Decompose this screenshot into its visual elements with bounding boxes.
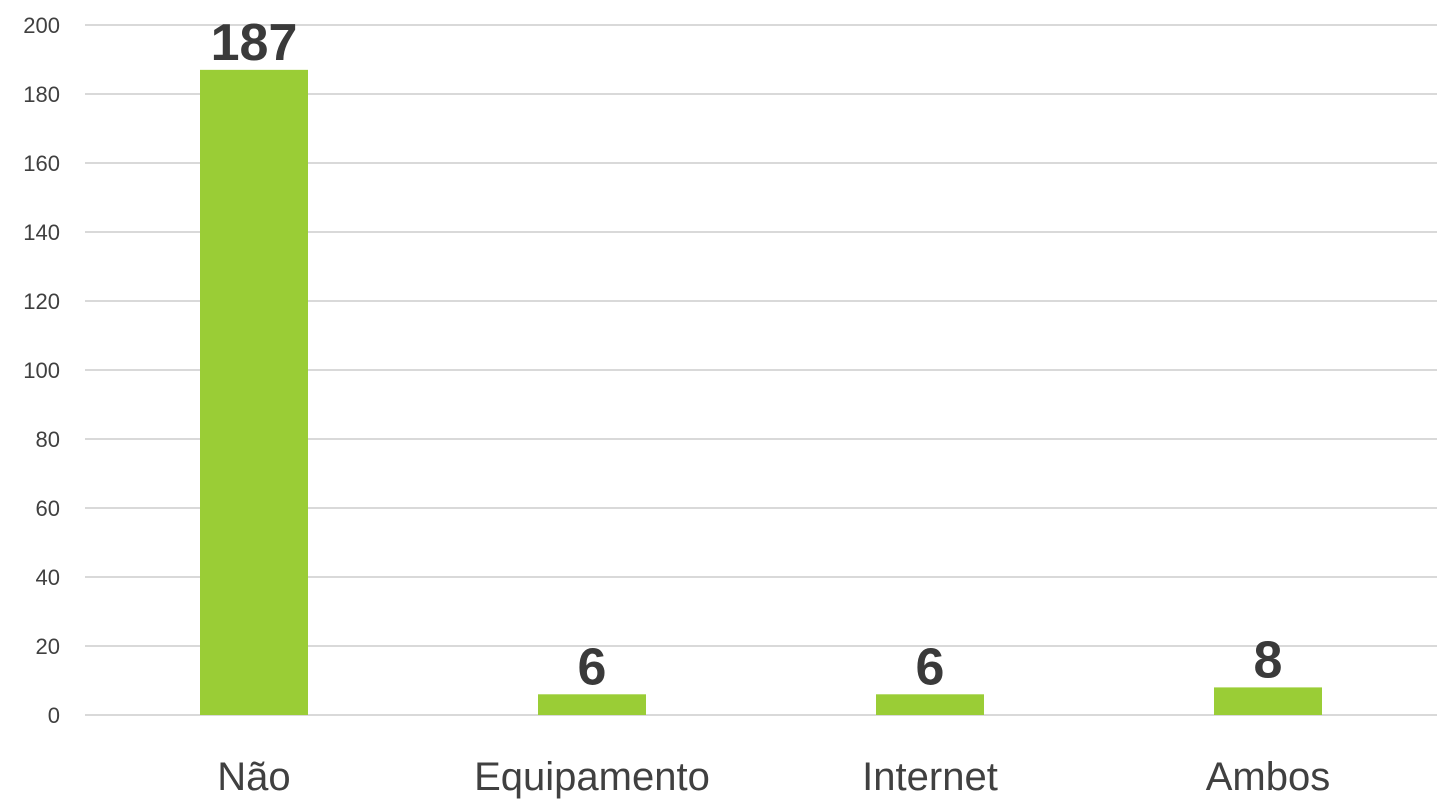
data-labels: 187 6 6 8 bbox=[211, 14, 1283, 696]
bar bbox=[538, 694, 646, 715]
y-tick-label: 60 bbox=[36, 496, 60, 521]
y-tick-label: 80 bbox=[36, 427, 60, 452]
y-tick-label: 40 bbox=[36, 565, 60, 590]
y-tick-label: 100 bbox=[23, 358, 60, 383]
bar bbox=[1214, 687, 1322, 715]
x-tick-label: Equipamento bbox=[474, 755, 710, 799]
bars bbox=[200, 69, 1322, 716]
y-tick-label: 160 bbox=[23, 151, 60, 176]
y-tick-label: 0 bbox=[48, 703, 60, 728]
data-label: 6 bbox=[916, 638, 945, 696]
data-label: 6 bbox=[578, 638, 607, 696]
data-label: 8 bbox=[1254, 631, 1283, 689]
y-tick-label: 120 bbox=[23, 289, 60, 314]
x-axis-categories: Não Equipamento Internet Ambos bbox=[217, 755, 1330, 799]
x-tick-label: Internet bbox=[862, 755, 998, 799]
bar bbox=[200, 69, 308, 716]
x-tick-label: Ambos bbox=[1206, 755, 1331, 799]
bar bbox=[876, 694, 984, 715]
y-axis-ticks: 0 20 40 60 80 100 120 140 160 180 200 bbox=[23, 13, 60, 728]
data-label: 187 bbox=[211, 14, 298, 72]
x-tick-label: Não bbox=[217, 755, 290, 799]
y-tick-label: 180 bbox=[23, 82, 60, 107]
y-tick-label: 140 bbox=[23, 220, 60, 245]
y-tick-label: 200 bbox=[23, 13, 60, 38]
gridlines bbox=[85, 24, 1437, 716]
y-tick-label: 20 bbox=[36, 634, 60, 659]
